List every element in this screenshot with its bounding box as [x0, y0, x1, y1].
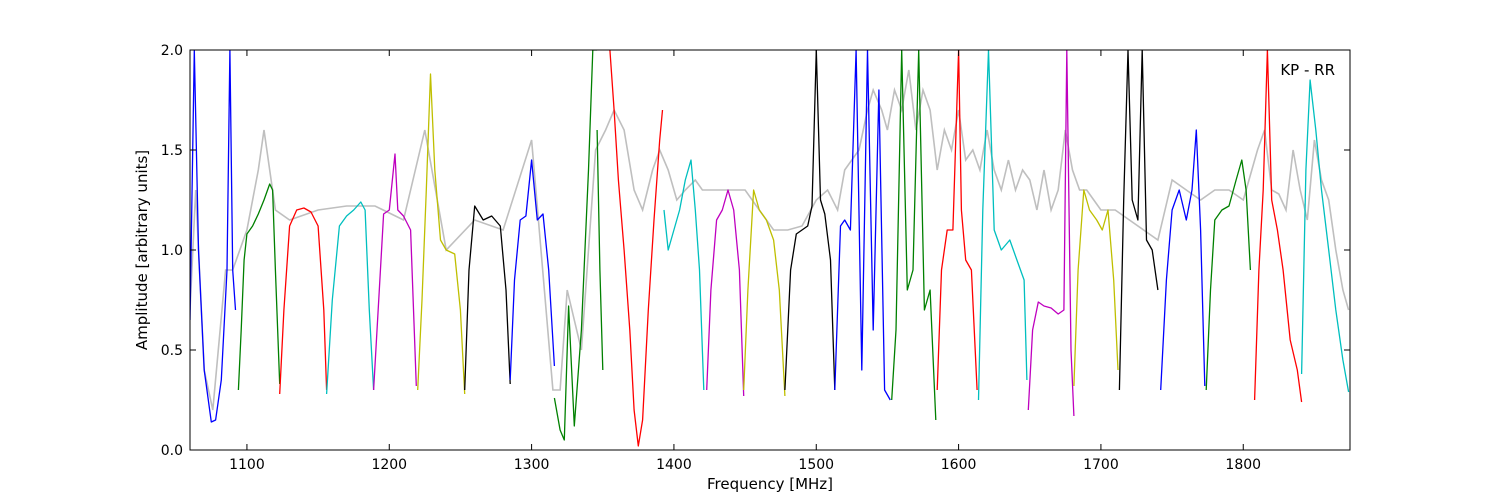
y-tick-label: 0.5	[161, 343, 183, 359]
series-line-2	[237, 183, 281, 391]
series-line-13	[706, 189, 745, 397]
series-line-15	[784, 50, 836, 391]
series-line-20	[1027, 50, 1075, 417]
x-tick-label: 1600	[941, 457, 977, 473]
series-line-17	[891, 50, 937, 421]
y-tick-label: 1.0	[161, 243, 183, 259]
x-tick-label: 1200	[371, 457, 407, 473]
y-axis-label: Amplitude [arbitrary units]	[133, 150, 151, 350]
series-line-26	[1300, 79, 1350, 393]
series-line-4	[325, 201, 375, 395]
series-line-21	[1073, 189, 1119, 387]
series-layer	[190, 50, 1350, 447]
x-axis-ticks: 1100 1200 1300 1400 1500 1600 1700 1800	[229, 50, 1261, 473]
series-line-6	[417, 73, 466, 395]
series-line-16	[834, 50, 891, 401]
y-tick-label: 2.0	[161, 43, 183, 59]
series-line-14	[743, 189, 786, 397]
series-line-12	[663, 159, 705, 391]
y-axis-ticks: 0.0 0.5 1.0 1.5 2.0	[161, 43, 1350, 459]
y-tick-label: 1.5	[161, 143, 183, 159]
series-line-5	[372, 153, 417, 391]
x-tick-label: 1400	[656, 457, 692, 473]
series-line-25	[1253, 50, 1303, 403]
series-line-7	[464, 205, 511, 391]
series-line-18	[936, 50, 978, 391]
series-line-23	[1160, 129, 1206, 391]
chart-annotation: KP - RR	[1280, 61, 1335, 79]
x-tick-label: 1300	[514, 457, 550, 473]
x-tick-label: 1500	[798, 457, 834, 473]
background-trace	[190, 69, 1350, 411]
series-line-19	[977, 50, 1028, 401]
series-line-10	[596, 129, 604, 371]
series-line-24	[1205, 159, 1252, 391]
y-tick-label: 0.0	[161, 443, 183, 459]
series-line-11	[609, 50, 664, 447]
x-tick-label: 1100	[229, 457, 265, 473]
x-tick-label: 1800	[1225, 457, 1261, 473]
plot-area	[190, 50, 1350, 450]
x-tick-label: 1700	[1083, 457, 1119, 473]
series-line-22	[1118, 50, 1159, 391]
background-trace-layer	[190, 69, 1350, 411]
series-line-8	[509, 159, 556, 381]
x-axis-label: Frequency [MHz]	[707, 475, 833, 493]
series-line-9	[553, 50, 598, 441]
series-line-3	[279, 207, 328, 395]
series-line-1	[190, 50, 237, 423]
